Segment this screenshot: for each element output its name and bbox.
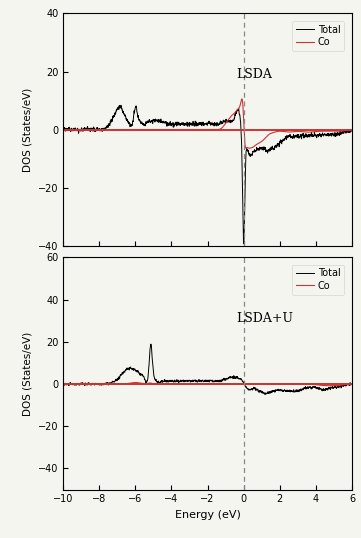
Total — [350, 381, 354, 388]
Co — [194, 126, 198, 133]
Y-axis label: DOS (States/eV): DOS (States/eV) — [22, 331, 32, 415]
Total — [61, 380, 65, 387]
Total — [242, 240, 246, 247]
Total — [194, 119, 198, 125]
Total — [201, 122, 206, 128]
Co — [342, 381, 346, 388]
Co — [247, 145, 251, 152]
Co — [342, 381, 346, 388]
Total — [350, 126, 354, 133]
Co — [289, 129, 293, 135]
Total — [61, 127, 65, 133]
Co — [76, 126, 80, 133]
Total — [149, 341, 153, 348]
Co — [342, 128, 346, 134]
Line: Total: Total — [63, 344, 352, 394]
X-axis label: Energy (eV): Energy (eV) — [175, 510, 240, 520]
Co — [240, 96, 244, 102]
Co — [201, 381, 206, 387]
Legend: Total, Co: Total, Co — [292, 20, 344, 51]
Legend: Total, Co: Total, Co — [292, 265, 344, 295]
Line: Co: Co — [63, 383, 352, 386]
Co — [194, 381, 198, 387]
Total — [263, 391, 268, 398]
Total — [201, 378, 206, 385]
Co — [342, 128, 346, 134]
Total — [194, 378, 198, 384]
Co — [288, 381, 293, 387]
Co — [61, 381, 65, 387]
Co — [134, 379, 138, 386]
Line: Total: Total — [63, 105, 352, 244]
Co — [76, 381, 80, 387]
Total — [76, 126, 80, 133]
Co — [331, 383, 336, 389]
Text: LSDA+U: LSDA+U — [236, 313, 293, 325]
Total — [119, 102, 123, 109]
Total — [289, 133, 293, 139]
Co — [201, 126, 206, 133]
Total — [342, 130, 346, 136]
Total — [342, 382, 346, 388]
Y-axis label: DOS (States/eV): DOS (States/eV) — [22, 88, 32, 172]
Total — [342, 130, 346, 136]
Line: Co: Co — [63, 99, 352, 148]
Total — [76, 381, 80, 387]
Total — [342, 383, 346, 389]
Co — [350, 126, 354, 133]
Co — [350, 381, 354, 387]
Total — [289, 388, 293, 394]
Co — [61, 126, 65, 133]
Text: LSDA: LSDA — [236, 68, 272, 81]
